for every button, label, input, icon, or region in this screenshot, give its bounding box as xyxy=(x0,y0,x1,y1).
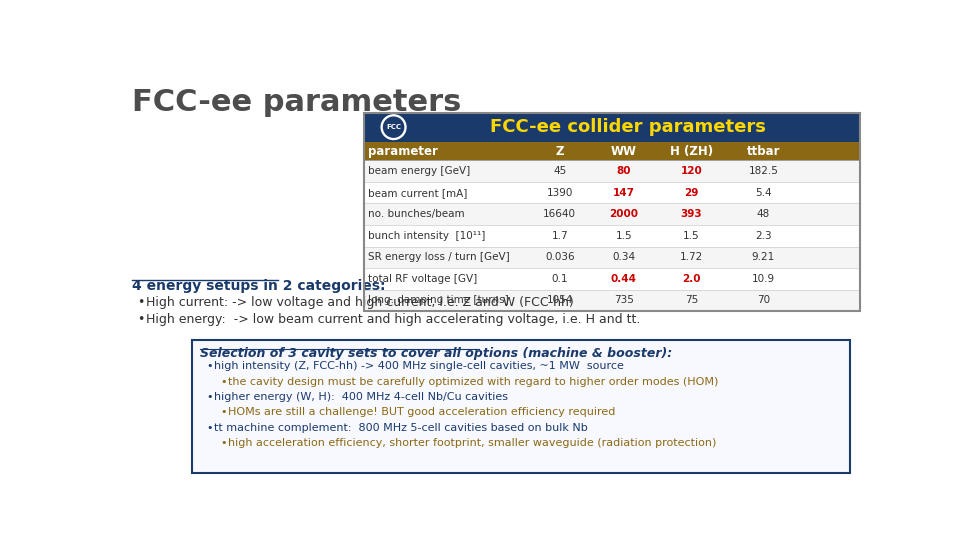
Text: no. bunches/beam: no. bunches/beam xyxy=(368,209,465,219)
Text: High energy:  -> low beam current and high accelerating voltage, i.e. H and tt.: High energy: -> low beam current and hig… xyxy=(146,313,640,326)
Text: 70: 70 xyxy=(756,295,770,306)
Text: •: • xyxy=(137,296,144,309)
Text: high acceleration efficiency, shorter footprint, smaller waveguide (radiation pr: high acceleration efficiency, shorter fo… xyxy=(228,438,716,448)
FancyBboxPatch shape xyxy=(364,204,860,225)
Text: 9.21: 9.21 xyxy=(752,252,775,262)
Text: 393: 393 xyxy=(681,209,703,219)
Text: 48: 48 xyxy=(756,209,770,219)
Circle shape xyxy=(383,117,403,137)
Text: 120: 120 xyxy=(681,166,703,176)
Text: •: • xyxy=(206,423,212,433)
Text: 1054: 1054 xyxy=(546,295,573,306)
Text: •: • xyxy=(220,377,227,387)
Text: WW: WW xyxy=(611,145,636,158)
Text: 0.1: 0.1 xyxy=(552,274,568,284)
Text: FCC: FCC xyxy=(386,124,401,130)
Text: ttbar: ttbar xyxy=(747,145,780,158)
Text: 29: 29 xyxy=(684,187,699,198)
Text: 1.5: 1.5 xyxy=(684,231,700,241)
FancyBboxPatch shape xyxy=(364,225,860,247)
Text: 0.036: 0.036 xyxy=(545,252,575,262)
Text: long. damping time [turns]: long. damping time [turns] xyxy=(368,295,509,306)
Text: parameter: parameter xyxy=(368,145,438,158)
Text: 5.4: 5.4 xyxy=(755,187,772,198)
Text: higher energy (W, H):  400 MHz 4-cell Nb/Cu cavities: higher energy (W, H): 400 MHz 4-cell Nb/… xyxy=(214,392,508,402)
Text: 0.44: 0.44 xyxy=(611,274,636,284)
Text: HOMs are still a challenge! BUT good acceleration efficiency required: HOMs are still a challenge! BUT good acc… xyxy=(228,408,615,417)
Text: 75: 75 xyxy=(684,295,698,306)
Text: 80: 80 xyxy=(616,166,631,176)
Text: •: • xyxy=(206,392,212,402)
FancyBboxPatch shape xyxy=(364,247,860,268)
Text: 10.9: 10.9 xyxy=(752,274,775,284)
Text: 735: 735 xyxy=(613,295,634,306)
Text: H (ZH): H (ZH) xyxy=(670,145,713,158)
Text: Selection of 3 cavity sets to cover all options (machine & booster):: Selection of 3 cavity sets to cover all … xyxy=(200,347,672,360)
FancyBboxPatch shape xyxy=(364,268,860,289)
FancyBboxPatch shape xyxy=(364,289,860,311)
Circle shape xyxy=(381,115,406,139)
Text: Z: Z xyxy=(556,145,564,158)
FancyBboxPatch shape xyxy=(364,182,860,204)
Text: 1.72: 1.72 xyxy=(680,252,703,262)
Text: high intensity (Z, FCC-hh) -> 400 MHz single-cell cavities, ~1 MW  source: high intensity (Z, FCC-hh) -> 400 MHz si… xyxy=(214,361,624,372)
Text: 45: 45 xyxy=(553,166,566,176)
Text: SR energy loss / turn [GeV]: SR energy loss / turn [GeV] xyxy=(368,252,510,262)
Text: FCC-ee collider parameters: FCC-ee collider parameters xyxy=(490,118,765,136)
Text: •: • xyxy=(220,408,227,417)
Text: beam current [mA]: beam current [mA] xyxy=(368,187,468,198)
Text: •: • xyxy=(206,361,212,372)
Text: total RF voltage [GV]: total RF voltage [GV] xyxy=(368,274,477,284)
Text: FCC-ee parameters: FCC-ee parameters xyxy=(132,88,461,117)
Text: 0.34: 0.34 xyxy=(612,252,636,262)
Text: High current: -> low voltage and high current, i.e. Z and W (FCC-hh): High current: -> low voltage and high cu… xyxy=(146,296,574,309)
FancyBboxPatch shape xyxy=(364,112,860,142)
Text: 1390: 1390 xyxy=(546,187,573,198)
Text: the cavity design must be carefully optimized with regard to higher order modes : the cavity design must be carefully opti… xyxy=(228,377,718,387)
Text: tt machine complement:  800 MHz 5-cell cavities based on bulk Nb: tt machine complement: 800 MHz 5-cell ca… xyxy=(214,423,588,433)
Text: 16640: 16640 xyxy=(543,209,576,219)
Text: •: • xyxy=(137,313,144,326)
Text: 1.7: 1.7 xyxy=(551,231,568,241)
Text: 1.5: 1.5 xyxy=(615,231,632,241)
Text: beam energy [GeV]: beam energy [GeV] xyxy=(368,166,470,176)
Text: 2.0: 2.0 xyxy=(683,274,701,284)
Text: 147: 147 xyxy=(612,187,635,198)
FancyBboxPatch shape xyxy=(192,340,850,473)
Text: 2000: 2000 xyxy=(610,209,638,219)
Text: 4 energy setups in 2 categories:: 4 energy setups in 2 categories: xyxy=(132,279,385,293)
Text: 2.3: 2.3 xyxy=(755,231,772,241)
FancyBboxPatch shape xyxy=(364,142,860,160)
Text: •: • xyxy=(220,438,227,448)
Text: bunch intensity  [10¹¹]: bunch intensity [10¹¹] xyxy=(368,231,486,241)
Text: 182.5: 182.5 xyxy=(748,166,779,176)
FancyBboxPatch shape xyxy=(364,160,860,182)
